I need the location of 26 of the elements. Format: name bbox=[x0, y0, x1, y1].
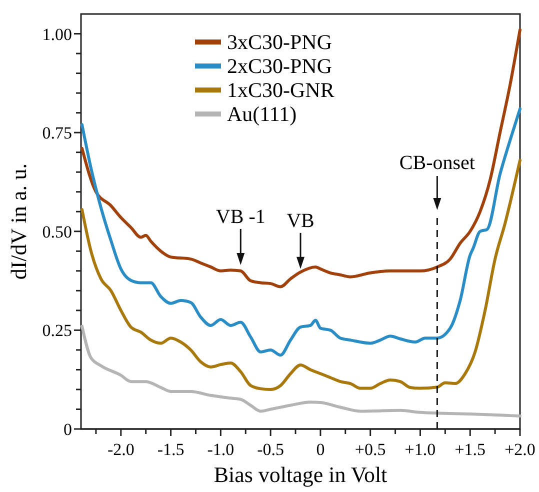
y-tick-label: 0.75 bbox=[42, 124, 72, 143]
y-axis-title: dI/dV in a. u. bbox=[6, 163, 31, 280]
x-tick-label: -1.0 bbox=[207, 440, 234, 459]
y-tick-label: 0 bbox=[64, 420, 72, 439]
x-tick-label: -1.5 bbox=[157, 440, 184, 459]
x-tick-label: +1.0 bbox=[404, 440, 436, 459]
legend-label: 3xC30-PNG bbox=[227, 30, 332, 54]
legend-label: 2xC30-PNG bbox=[227, 54, 332, 78]
ref-line-label: CB-onset bbox=[399, 152, 476, 174]
y-tick-label: 0.50 bbox=[42, 222, 72, 242]
x-tick-label: 0 bbox=[316, 440, 325, 459]
x-tick-label: -2.0 bbox=[107, 440, 134, 459]
y-tick-label: 0.25 bbox=[42, 321, 72, 340]
line-series bbox=[80, 107, 522, 357]
x-tick-label: +2.0 bbox=[504, 440, 536, 459]
x-tick-label: +0.5 bbox=[354, 440, 386, 459]
legend-label: 1xC30-GNR bbox=[227, 78, 334, 102]
line-series bbox=[80, 28, 522, 288]
x-axis-title: Bias voltage in Volt bbox=[214, 462, 388, 487]
annotation: VB bbox=[286, 210, 314, 232]
annotation: VB -1 bbox=[216, 206, 266, 228]
y-tick-label: 1.00 bbox=[42, 24, 72, 44]
x-tick-label: -0.5 bbox=[257, 440, 284, 459]
x-tick-label: +1.5 bbox=[454, 440, 486, 459]
legend-label: Au(111) bbox=[227, 102, 297, 126]
line-series bbox=[80, 324, 522, 418]
